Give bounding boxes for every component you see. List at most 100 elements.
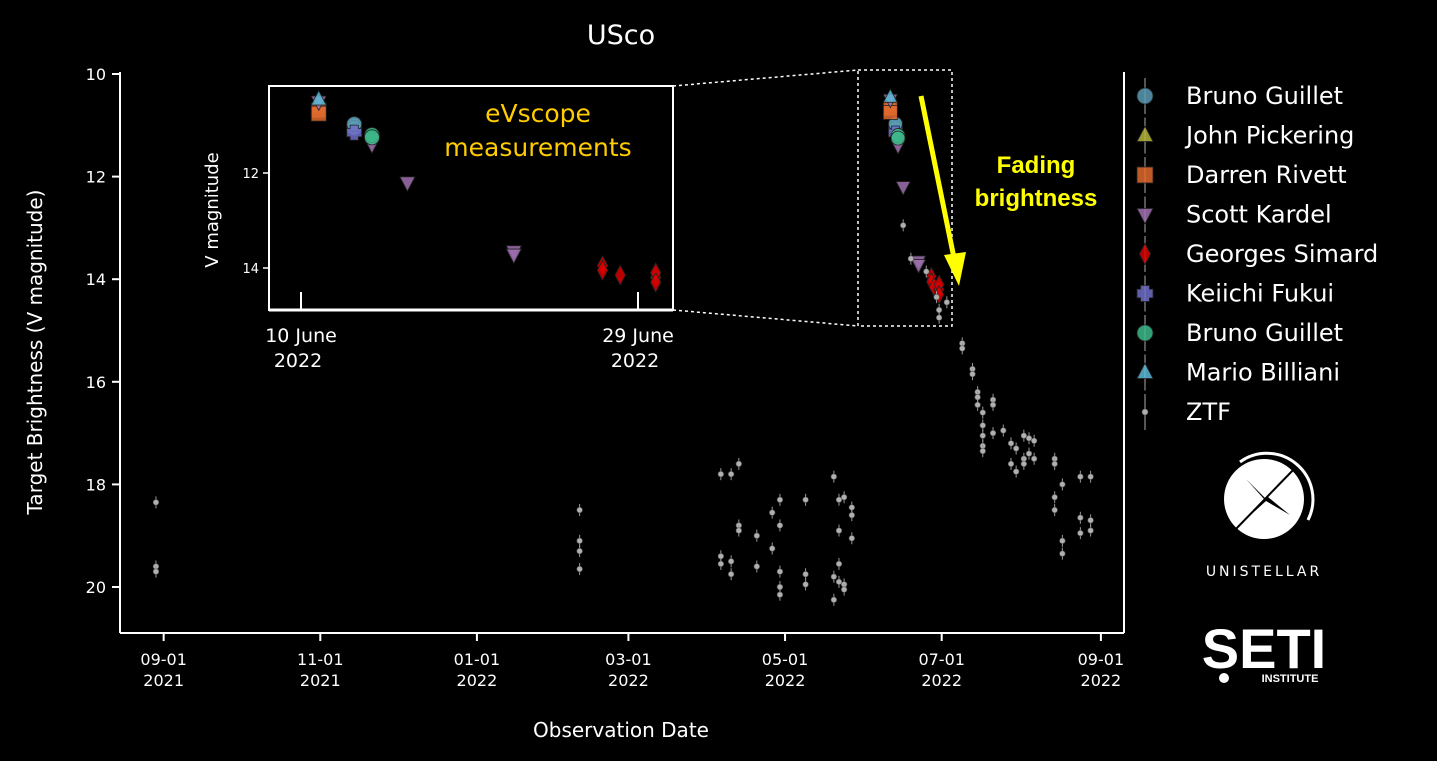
ztf-point	[152, 568, 160, 575]
legend-marker	[1136, 362, 1154, 379]
legend-marker	[1136, 87, 1154, 105]
ztf-point	[979, 432, 986, 439]
ztf-point	[1031, 437, 1038, 444]
seti-wordmark: SETI	[1202, 617, 1326, 680]
ztf-point	[979, 447, 986, 455]
unistellar-wordmark: UNISTELLAR	[1206, 564, 1322, 580]
fading-arrow-head	[944, 252, 966, 286]
legend-label: Scott Kardel	[1186, 201, 1332, 229]
fading-annotation-line-2: brightness	[975, 185, 1098, 212]
ztf-point	[841, 586, 848, 593]
fading-arrow-shaft	[918, 95, 957, 259]
ztf-point	[1051, 506, 1058, 514]
inset-y-tick-label: 14	[242, 262, 259, 277]
ztf-point	[735, 460, 742, 467]
ztf-point	[848, 512, 855, 519]
legend: Bruno Guillet John Pickering Darren Rivett…	[1136, 78, 1378, 430]
ztf-point	[1013, 468, 1020, 475]
inset-frame	[268, 85, 674, 311]
ztf-point	[830, 596, 837, 603]
ztf-point	[1059, 537, 1066, 544]
inset-title-line-1: eVscope	[485, 99, 591, 128]
ztf-point	[802, 496, 809, 503]
ztf-point	[576, 565, 583, 573]
inset-title-line-2: measurements	[444, 133, 631, 162]
ztf-point	[735, 527, 742, 534]
ztf-point	[753, 563, 760, 570]
ztf-point	[776, 568, 784, 575]
ztf-point	[835, 496, 843, 503]
main-point-scott-kardel	[895, 181, 911, 196]
y-axis-ticks: 10 12 14 16 18 20	[86, 65, 120, 597]
ztf-point	[1077, 473, 1084, 480]
legend-marker-ztf	[1141, 408, 1149, 416]
ztf-point	[1000, 427, 1007, 434]
x-tick-label: 07-01	[918, 650, 965, 669]
ztf-point	[841, 494, 848, 501]
inset-point-bruno-guillet	[364, 129, 380, 146]
ztf-point	[1087, 473, 1094, 480]
inset-x-axis-ticks: 10 June 2022 29 June 2022	[265, 292, 674, 372]
legend-label: Bruno Guillet	[1186, 82, 1343, 110]
inset-x-tick-label-year: 2022	[611, 350, 659, 372]
ztf-point	[979, 422, 986, 429]
fading-annotation-line-1: Fading	[997, 152, 1076, 179]
x-tick-label-year: 2021	[300, 671, 341, 690]
zoom-region-box	[857, 69, 953, 327]
seti-institute-text: INSTITUTE	[1262, 673, 1319, 685]
ztf-point	[923, 268, 930, 275]
inset-plot: 12 14 10 June 2022 29 June 2022 eVscope meas…	[202, 85, 674, 372]
ztf-point	[936, 314, 943, 321]
inset-point-georges-simard	[650, 271, 662, 293]
chart-title: USco	[587, 20, 655, 51]
ztf-point	[989, 401, 997, 408]
ztf-point	[776, 522, 784, 529]
ztf-point	[1051, 494, 1058, 501]
y-tick-label: 16	[86, 373, 106, 392]
ztf-point	[1077, 514, 1084, 521]
legend-label: Mario Billiani	[1186, 359, 1340, 387]
ztf-point	[576, 506, 583, 514]
ztf-point	[979, 409, 986, 416]
ztf-point	[1051, 460, 1058, 467]
x-tick-label: 01-01	[454, 650, 501, 669]
ztf-point	[1020, 460, 1027, 467]
x-tick-label: 03-01	[605, 650, 652, 669]
legend-label: Bruno Guillet	[1186, 319, 1343, 347]
y-tick-label: 10	[86, 65, 106, 84]
ztf-point	[1025, 435, 1033, 442]
x-axis-ticks: 09-01 2021 11-01 2021 01-01 2022 03-01 2022 05-0…	[140, 633, 1124, 690]
ztf-point	[848, 535, 855, 542]
ztf-point	[959, 345, 966, 352]
main-point-scott-kardel	[910, 259, 927, 274]
ztf-point	[728, 558, 735, 565]
ztf-point	[830, 573, 837, 580]
x-tick-label: 11-01	[297, 650, 344, 669]
y-tick-label: 18	[86, 475, 106, 494]
inset-point-mario-billiani	[310, 89, 327, 106]
inset-point-keiichi-fukui	[346, 124, 363, 141]
ztf-point	[1087, 527, 1094, 534]
seti-logo: SETI INSTITUTE	[1202, 617, 1326, 685]
inset-point-scott-kardel	[505, 248, 523, 265]
fading-annotation: Fading brightness	[918, 95, 1098, 286]
zoom-connector-top	[672, 69, 859, 87]
inset-y-axis-label: V magnitude	[202, 152, 223, 267]
ztf-point	[900, 222, 907, 229]
ztf-point	[835, 560, 843, 568]
x-tick-label-year: 2021	[143, 671, 184, 690]
x-tick-label-year: 2022	[608, 671, 649, 690]
inset-point-georges-simard	[614, 264, 626, 286]
legend-marker	[1138, 242, 1152, 266]
y-tick-label: 20	[86, 578, 106, 597]
ztf-point	[907, 255, 914, 262]
ztf-point	[974, 401, 981, 408]
ztf-point	[802, 571, 809, 578]
legend-marker	[1136, 125, 1154, 142]
ztf-point	[728, 471, 735, 478]
ztf-point	[1059, 481, 1066, 488]
x-axis-label: Observation Date	[533, 718, 709, 742]
ztf-point	[1059, 550, 1066, 557]
legend-marker	[1136, 285, 1154, 302]
